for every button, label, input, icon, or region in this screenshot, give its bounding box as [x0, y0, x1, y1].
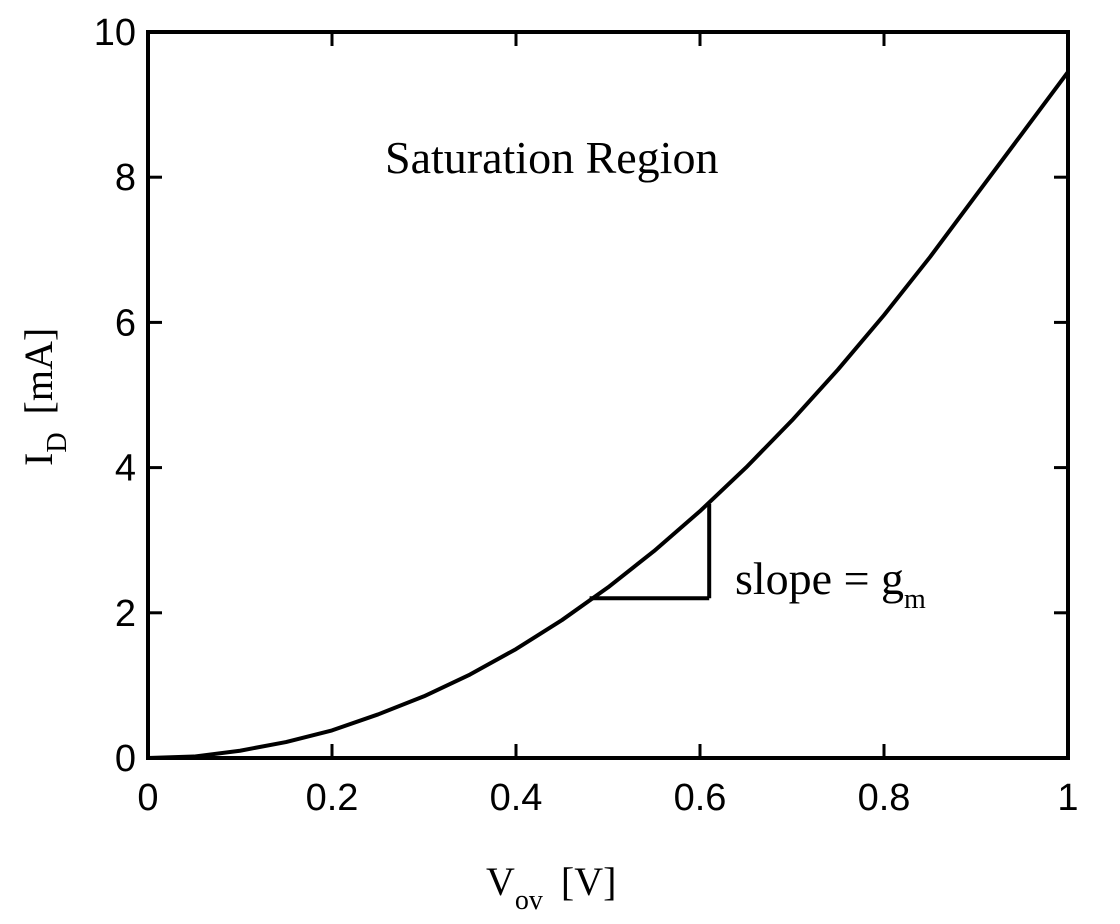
- x-tick-label: 0.8: [858, 777, 911, 819]
- y-tick-label: 0: [115, 738, 136, 780]
- y-tick-label: 6: [115, 302, 136, 344]
- x-axis-title-sub: ov: [515, 885, 543, 916]
- x-tick-label: 1: [1057, 777, 1078, 819]
- slope-triangle: [589, 503, 712, 601]
- y-tick-label: 4: [115, 448, 136, 490]
- x-axis-title-main: V: [486, 859, 515, 904]
- y-axis-title-main: I: [16, 453, 61, 466]
- series-line: [147, 70, 1070, 760]
- y-axis-title: ID [mA]: [16, 328, 73, 466]
- slope-annotation: slope = gm: [735, 553, 926, 615]
- y-axis-title-sub: D: [42, 432, 73, 452]
- y-axis-title-unit: [mA]: [16, 328, 61, 415]
- x-axis-title: Vov [V]: [486, 859, 616, 916]
- region-annotation: Saturation Region: [385, 132, 718, 183]
- y-tick-label: 8: [115, 157, 136, 199]
- x-axis-title-unit: [V]: [561, 859, 617, 904]
- slope-annotation-subscript: m: [904, 584, 926, 615]
- x-tick-label: 0: [137, 777, 158, 819]
- y-tick-label: 10: [94, 12, 136, 54]
- x-tick-label: 0.2: [306, 777, 359, 819]
- plot-frame: [146, 30, 1070, 760]
- y-tick-label: 2: [115, 593, 136, 635]
- slope-annotation-text: slope = g: [735, 553, 904, 604]
- x-tick-label: 0.4: [490, 777, 543, 819]
- x-tick-label: 0.6: [674, 777, 727, 819]
